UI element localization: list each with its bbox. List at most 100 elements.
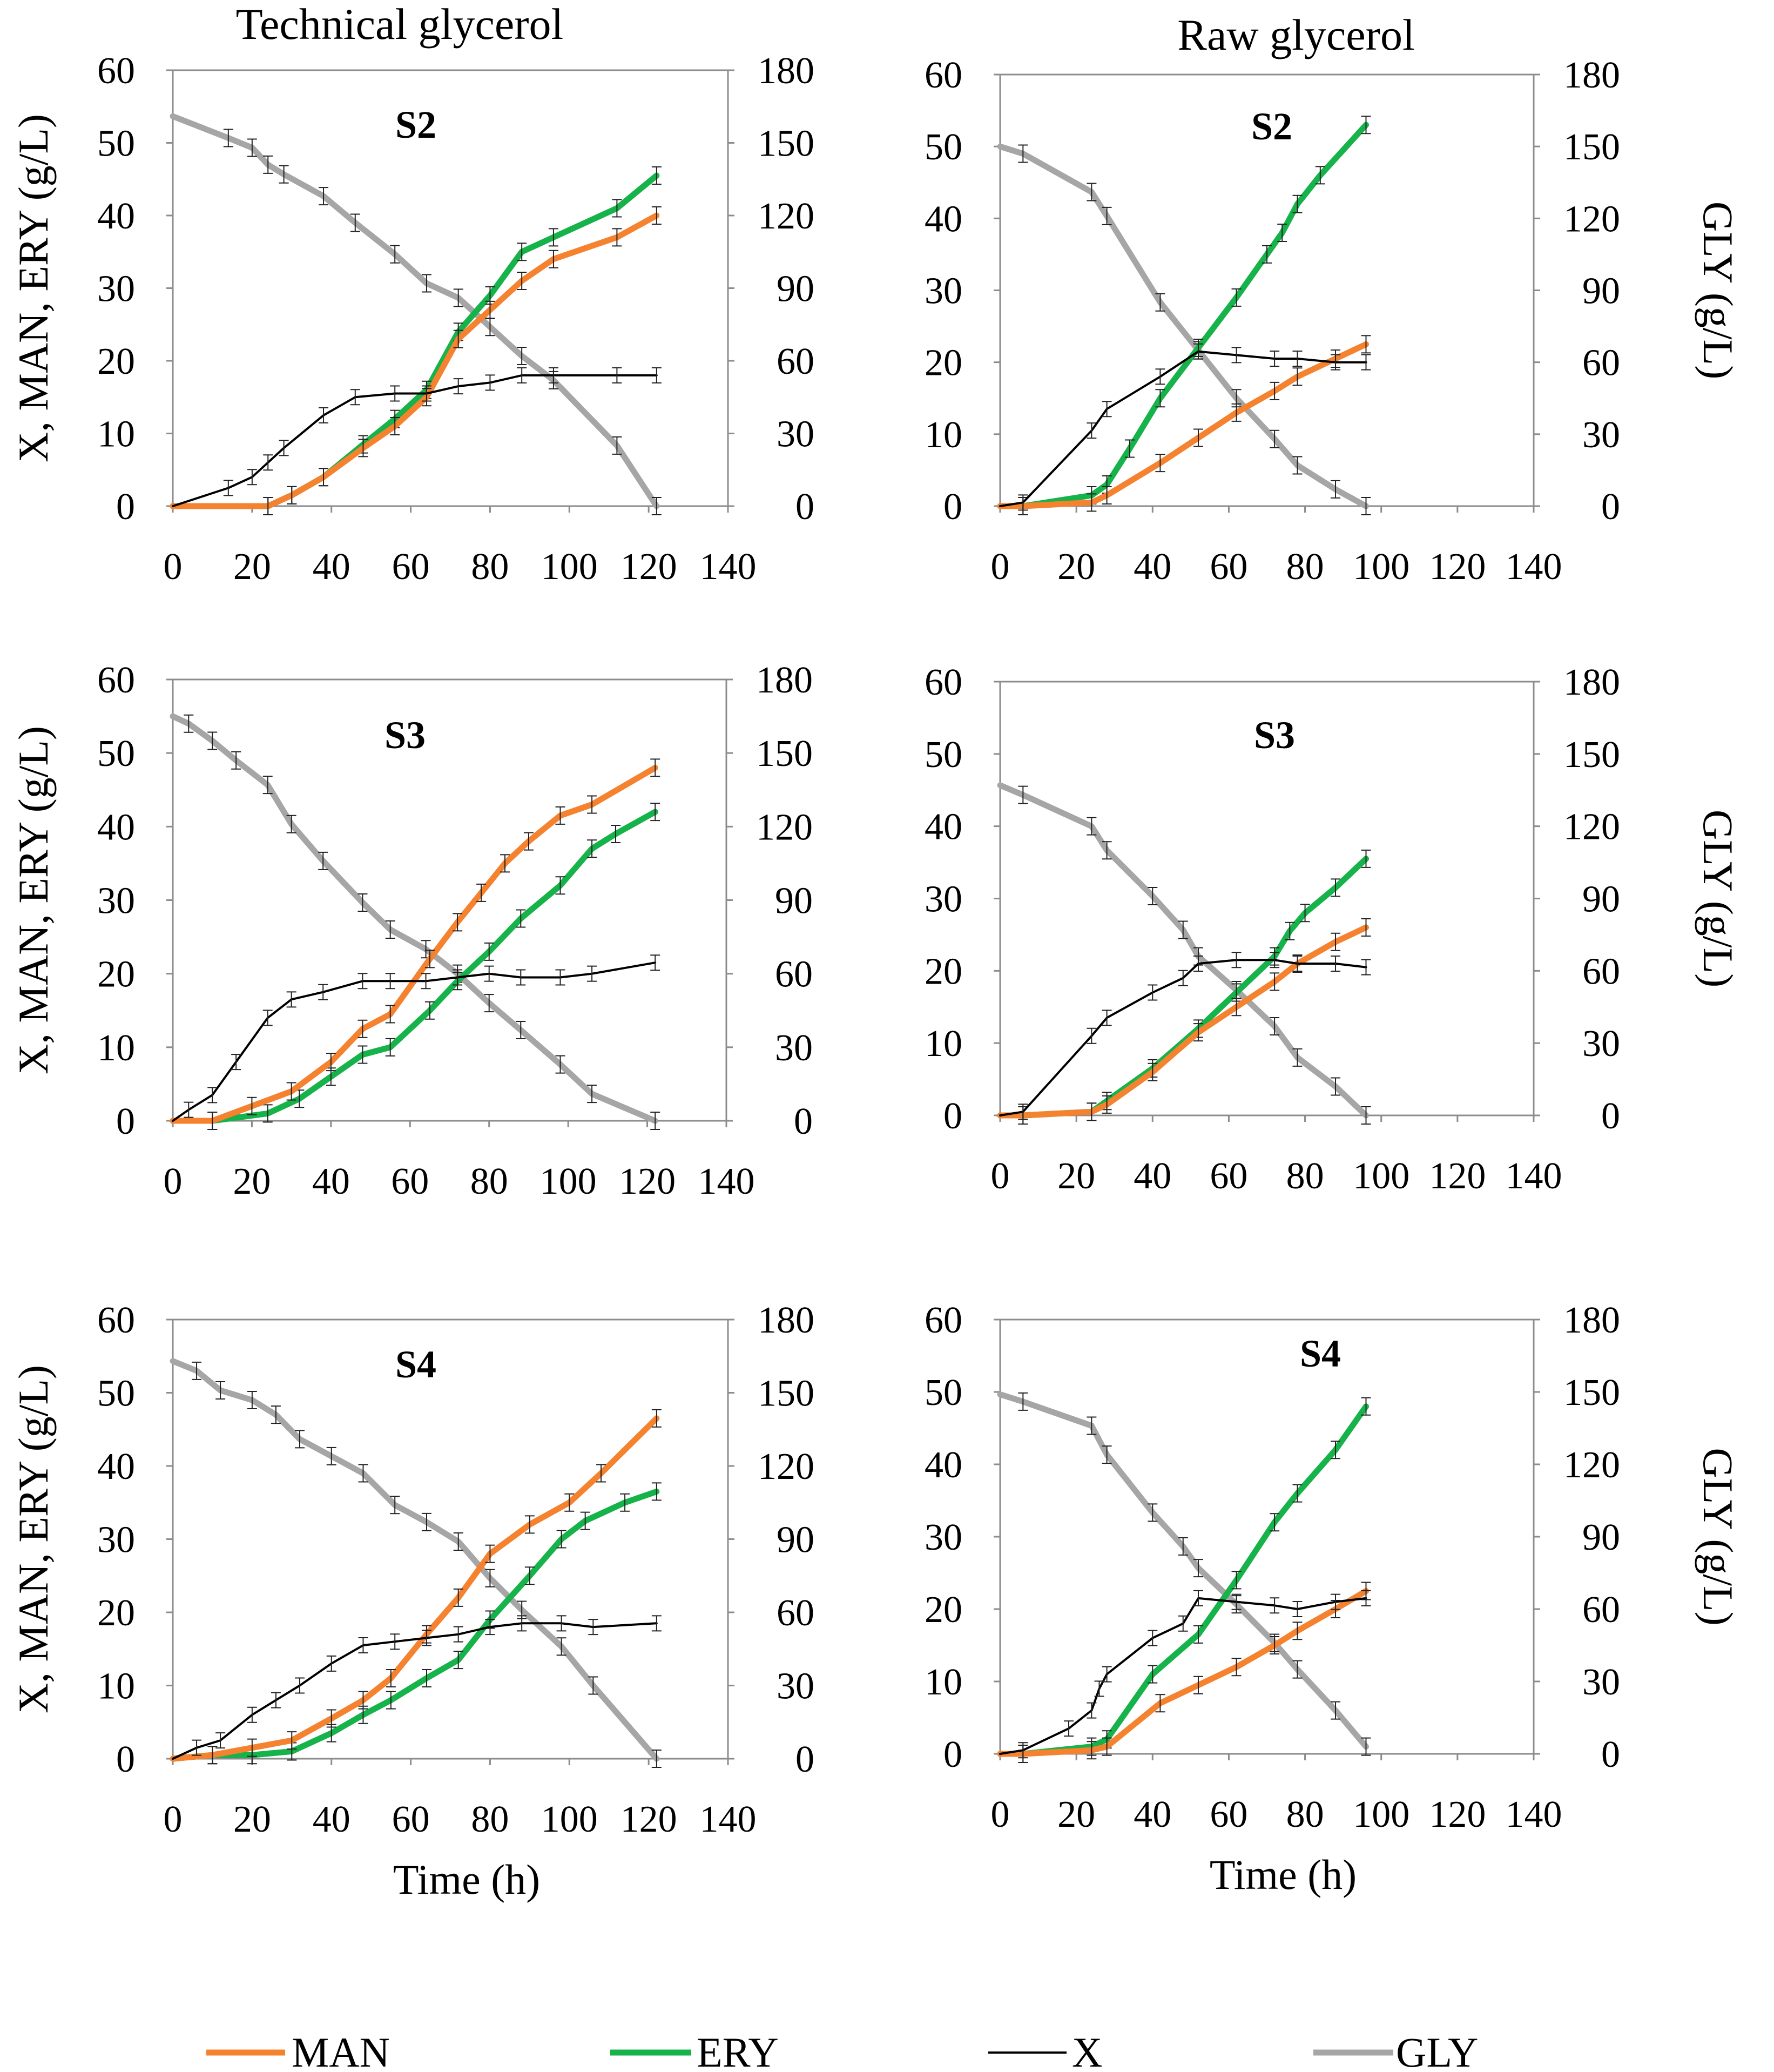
series-x-line xyxy=(172,374,658,507)
x-tick-label: 140 xyxy=(700,546,757,588)
y2-tick-label: 180 xyxy=(1563,55,1620,96)
x-tick-label: 60 xyxy=(1210,1155,1247,1197)
y2-axis-label: GLY (g/L) xyxy=(1695,810,1742,987)
y2-tick-label: 30 xyxy=(775,1027,813,1069)
x-tick-label: 80 xyxy=(471,546,509,588)
x-tick-label: 0 xyxy=(164,1161,183,1202)
y2-tick-label: 30 xyxy=(1582,414,1620,456)
y2-tick-label: 180 xyxy=(758,1300,814,1341)
x-tick-label: 20 xyxy=(233,546,271,588)
y-tick-label: 40 xyxy=(97,1446,135,1488)
y2-tick-label: 120 xyxy=(1563,1444,1620,1486)
y2-tick-label: 120 xyxy=(758,1446,814,1488)
x-tick-label: 100 xyxy=(1353,1155,1409,1197)
panel-2: 0 10 20 30 40 50 60 0 30 60 90 120 150 180 0 20 40 60 80 10… xyxy=(925,55,1742,588)
x-tick-label: 40 xyxy=(1134,1794,1171,1835)
y2-tick-label: 0 xyxy=(795,1739,814,1780)
y2-tick-label: 90 xyxy=(777,268,814,310)
y-tick-label: 50 xyxy=(97,123,135,165)
x-tick-label: 80 xyxy=(1286,1794,1324,1835)
y-tick-label: 20 xyxy=(925,951,962,992)
column-title-technical: Technical glycerol xyxy=(236,0,564,49)
y2-tick-label: 150 xyxy=(1563,126,1620,168)
x-tick-label: 80 xyxy=(470,1161,508,1202)
panel-title: S3 xyxy=(385,714,426,757)
x-tick-label: 20 xyxy=(1057,546,1095,588)
y-tick-label: 60 xyxy=(97,660,135,701)
y2-tick-label: 60 xyxy=(777,1592,814,1634)
panel-3: 0 10 20 30 40 50 60 0 30 60 90 120 150 180 0 20 40 60 80 10… xyxy=(10,660,813,1202)
x-tick-label: 120 xyxy=(1429,546,1486,588)
x-tick-label: 20 xyxy=(233,1799,271,1840)
series-gly-line xyxy=(997,1391,1369,1750)
y-tick-label: 40 xyxy=(97,806,135,848)
series-x-line xyxy=(999,350,1367,507)
x-tick-label: 100 xyxy=(1353,1794,1409,1835)
panel-title: S4 xyxy=(395,1343,436,1386)
y-axis-label: X, MAN, ERY (g/L) xyxy=(10,1365,57,1713)
y-tick-label: 0 xyxy=(943,1734,962,1775)
y2-tick-label: 90 xyxy=(1582,271,1620,312)
y2-tick-label: 180 xyxy=(756,660,813,701)
x-tick-label: 40 xyxy=(312,1161,350,1202)
y2-tick-label: 90 xyxy=(777,1519,814,1561)
y2-tick-label: 60 xyxy=(1582,1589,1620,1631)
plot-frame xyxy=(172,678,727,1122)
y2-axis-label: GLY (g/L) xyxy=(1695,1448,1742,1625)
y-tick-label: 40 xyxy=(925,806,962,848)
x-tick-label: 140 xyxy=(700,1799,757,1840)
y2-tick-label: 180 xyxy=(1563,1300,1620,1341)
y2-tick-label: 30 xyxy=(1582,1661,1620,1703)
x-tick-label: 20 xyxy=(233,1161,271,1202)
y-tick-label: 50 xyxy=(925,1372,962,1414)
y-tick-label: 0 xyxy=(116,1101,135,1142)
y2-tick-label: 120 xyxy=(1563,806,1620,848)
y2-tick-label: 120 xyxy=(758,196,814,237)
y2-tick-label: 0 xyxy=(1601,486,1620,528)
y-tick-label: 50 xyxy=(97,733,135,775)
y-tick-label: 60 xyxy=(925,1300,962,1341)
y-tick-label: 20 xyxy=(97,954,135,995)
x-tick-label: 140 xyxy=(1506,1794,1562,1835)
panel-title: S2 xyxy=(1251,105,1292,148)
y2-tick-label: 0 xyxy=(1601,1095,1620,1137)
y-tick-label: 20 xyxy=(925,1589,962,1631)
x-tick-label: 140 xyxy=(1506,1155,1562,1197)
x-tick-label: 120 xyxy=(620,1799,677,1840)
x-tick-label: 100 xyxy=(1353,546,1409,588)
y-tick-label: 30 xyxy=(925,1517,962,1558)
series-man-line xyxy=(170,1415,660,1762)
y2-tick-label: 60 xyxy=(777,341,814,382)
y2-tick-label: 150 xyxy=(758,123,814,165)
y-tick-label: 60 xyxy=(925,662,962,703)
x-tick-label: 80 xyxy=(1286,546,1324,588)
x-tick-label: 60 xyxy=(1210,1794,1247,1835)
legend-label-x: X xyxy=(1072,2029,1102,2072)
y2-tick-label: 150 xyxy=(756,733,813,775)
legend-label-ery: ERY xyxy=(697,2029,779,2072)
y2-tick-label: 60 xyxy=(1582,951,1620,992)
plot-frame xyxy=(172,69,729,507)
y-tick-label: 30 xyxy=(97,268,135,310)
y-tick-label: 50 xyxy=(925,126,962,168)
y2-tick-label: 180 xyxy=(758,50,814,92)
panel-5: 0 10 20 30 40 50 60 0 30 60 90 120 150 180 0 20 40 60 80 10… xyxy=(10,1300,814,1903)
series-ery-line xyxy=(997,1403,1369,1757)
y2-tick-label: 90 xyxy=(775,880,813,922)
x-tick-label: 60 xyxy=(392,1799,430,1840)
y2-tick-label: 0 xyxy=(794,1101,813,1142)
y-tick-label: 60 xyxy=(925,55,962,96)
series-ery-line xyxy=(170,809,658,1124)
y-tick-label: 30 xyxy=(925,271,962,312)
x-tick-label: 60 xyxy=(392,546,430,588)
x-tick-label: 20 xyxy=(1057,1155,1095,1197)
series-ery-line xyxy=(170,172,660,509)
x-tick-label: 140 xyxy=(1506,546,1562,588)
y2-tick-label: 30 xyxy=(777,1666,814,1707)
x-tick-label: 60 xyxy=(1210,546,1247,588)
panel-1: 0 10 20 30 40 50 60 0 30 60 90 120 150 180 0 20 40 60 80 10… xyxy=(10,50,814,588)
series-x-line xyxy=(999,1597,1367,1755)
y2-tick-label: 150 xyxy=(758,1373,814,1415)
series-gly-line xyxy=(170,113,660,509)
y-tick-label: 10 xyxy=(97,414,135,455)
